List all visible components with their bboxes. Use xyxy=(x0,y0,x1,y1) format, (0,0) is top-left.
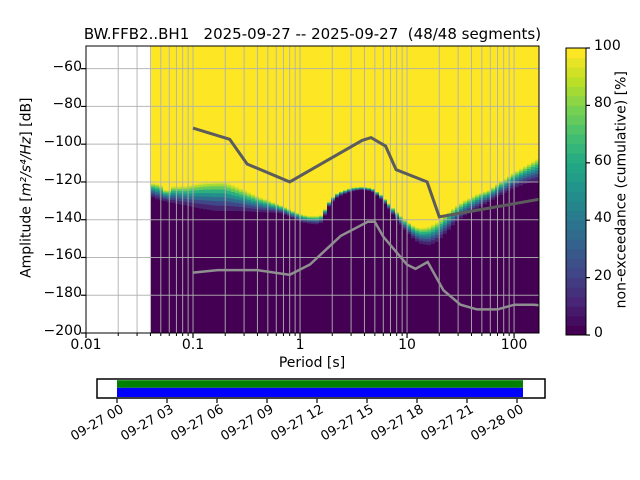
colorbar-tick-label: 80 xyxy=(594,95,612,112)
y-axis-label-math: m²/s⁴/Hz xyxy=(18,136,35,197)
colorbar-label-wrap: non-exceedance (cumulative) [%] xyxy=(452,71,640,308)
x-tick-label: 0.01 xyxy=(70,337,102,353)
colorbar-tick-label: 40 xyxy=(594,210,612,227)
y-tick-label: −60 xyxy=(52,58,82,75)
x-tick-label: 1 xyxy=(295,337,305,353)
y-axis-label-wrap: Amplitude [m²/s⁴/Hz] [dB] xyxy=(0,97,177,277)
x-tick-label: 100 xyxy=(500,337,528,353)
plot-title: BW.FFB2..BH1 2025-09-27 -- 2025-09-27 (4… xyxy=(83,25,542,43)
y-tick-label: −160 xyxy=(43,247,82,264)
x-tick-label: 10 xyxy=(398,337,416,353)
colorbar-tick-label: 100 xyxy=(594,38,621,54)
y-axis-label-prefix: Amplitude [ xyxy=(18,196,35,278)
colorbar-tick-label: 20 xyxy=(594,267,612,284)
colorbar-label: non-exceedance (cumulative) [%] xyxy=(613,71,630,309)
colorbar-tick-label: 0 xyxy=(594,325,603,341)
y-tick-label: −200 xyxy=(43,323,82,339)
y-tick-label: −140 xyxy=(43,209,82,226)
y-tick-label: −80 xyxy=(52,96,82,113)
colorbar-tick-label: 60 xyxy=(594,152,612,169)
y-axis-label-suffix: ] [dB] xyxy=(18,97,35,137)
y-tick-label: −100 xyxy=(43,134,82,151)
x-tick-label: 0.1 xyxy=(181,337,205,353)
y-tick-label: −180 xyxy=(43,285,82,302)
y-tick-label: −120 xyxy=(43,171,82,188)
x-axis-label: Period [s] xyxy=(278,355,346,371)
